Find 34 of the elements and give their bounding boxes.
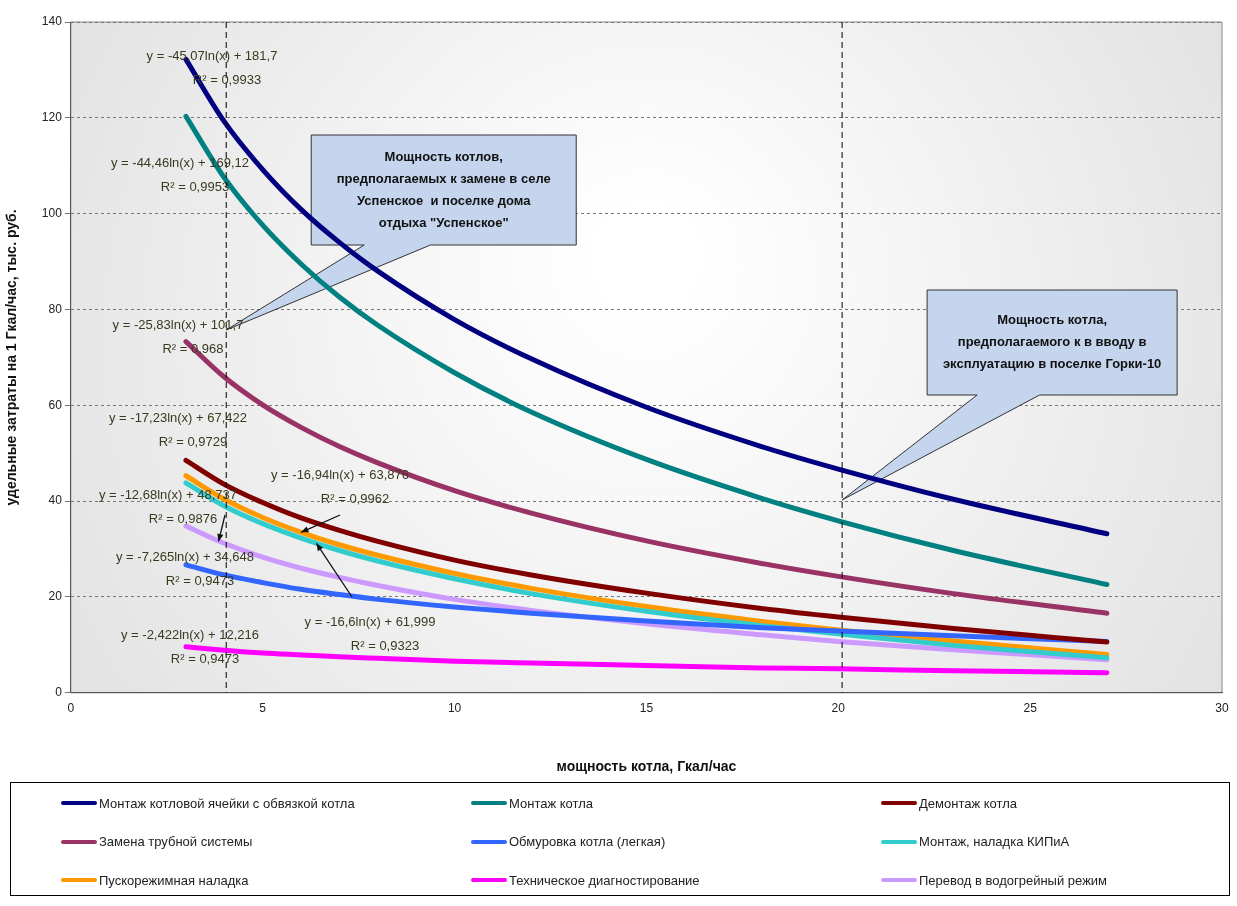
y-tick-label: 40 [48,493,63,508]
annotation: y = -17,23ln(x) + 67,422 R² = 0,9729 [108,409,248,449]
x-tick-label: 25 [1023,701,1038,716]
annotation: y = -16,6ln(x) + 61,999 R² = 0,9323 [304,613,436,653]
legend-label: Монтаж котловой ячейки с обвязкой котла [99,795,355,811]
x-tick-label: 30 [1215,701,1229,716]
y-tick-label: 100 [41,205,63,220]
annotation: y = -12,68ln(x) + 48,737 R² = 0,9876 [98,486,238,526]
y-tick-label: 60 [48,397,63,412]
x-tick-label: 15 [639,701,654,716]
y-tick-label: 80 [48,301,63,316]
legend-label: Демонтаж котла [919,795,1017,811]
x-axis-title: мощность котла, Гкал/час [556,758,737,775]
annotation: Мощность котлов, предполагаемых к замене в селе Успенское и поселке дома отдыха "Успенское" [336,148,551,230]
y-tick-label: 140 [41,14,63,29]
annotation: y = -16,94ln(x) + 63,876 R² = 0,9962 [270,466,410,506]
legend-label: Пускорежимная наладка [99,872,249,888]
y-tick-label: 120 [41,110,63,125]
legend-label: Монтаж, наладка КИПиА [919,834,1070,850]
legend-label: Техническое диагностирование [509,872,700,888]
x-tick-label: 5 [259,701,267,716]
legend-label: Перевод в водогрейный режим [919,872,1108,888]
y-tick-label: 20 [48,589,63,604]
y-axis-title: удельные затраты на 1 Гкал/час, тыс. руб. [3,209,20,506]
legend-label: Замена трубной системы [99,834,253,850]
annotation: Мощность котла, предполагаемого к в вводу в эксплуатацию в поселке Горки-10 [942,312,1162,372]
annotation: y = -7,265ln(x) + 34,648 R² = 0,9473 [115,548,255,588]
legend-label: Монтаж котла [509,795,593,811]
x-tick-label: 0 [67,701,75,716]
legend-label: Обмуровка котла (легкая) [509,834,666,850]
y-tick-label: 0 [55,685,63,700]
x-tick-label: 20 [831,701,846,716]
x-tick-label: 10 [447,701,462,716]
annotation: y = -2,422ln(x) + 12,216 R² = 0,9473 [120,626,260,666]
